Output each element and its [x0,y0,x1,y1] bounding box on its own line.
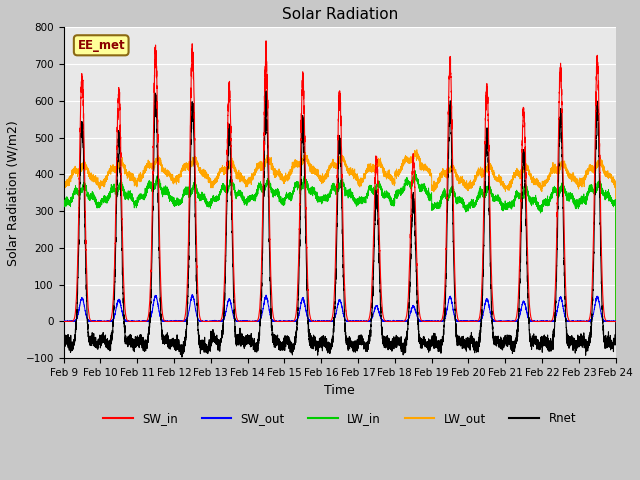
X-axis label: Time: Time [324,384,355,396]
Text: EE_met: EE_met [77,39,125,52]
Title: Solar Radiation: Solar Radiation [282,7,398,22]
Y-axis label: Solar Radiation (W/m2): Solar Radiation (W/m2) [7,120,20,265]
Legend: SW_in, SW_out, LW_in, LW_out, Rnet: SW_in, SW_out, LW_in, LW_out, Rnet [99,407,580,430]
